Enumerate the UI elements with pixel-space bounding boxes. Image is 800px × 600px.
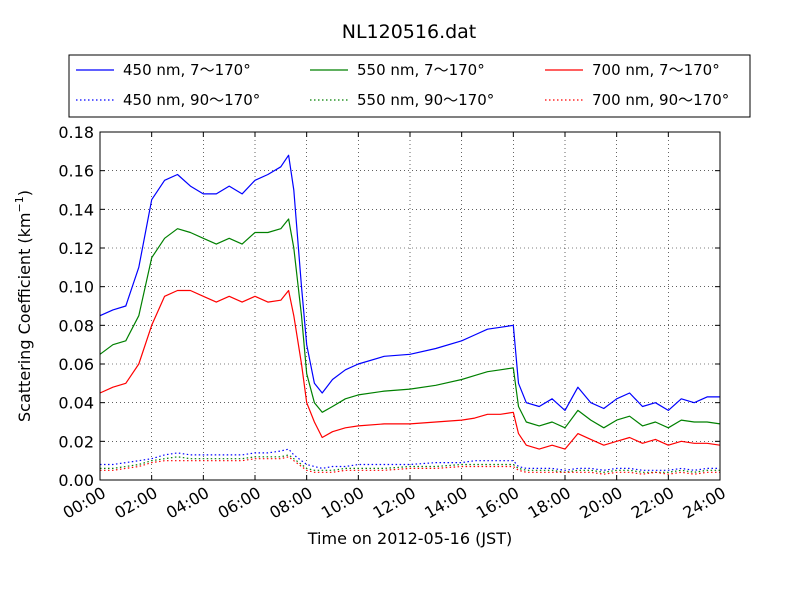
y-axis-label-main: Scattering Coefficient (km — [15, 212, 34, 422]
y-tick-label: 0.10 — [58, 278, 94, 297]
series-line-2 — [99, 289, 721, 450]
x-tick-label: 02:00 — [111, 483, 160, 523]
x-tick-label: 18:00 — [525, 483, 574, 523]
y-tick-label: 0.00 — [58, 471, 94, 490]
y-tick-label: 0.08 — [58, 316, 94, 335]
chart-title: NL120516.dat — [342, 21, 477, 43]
x-tick-label: 16:00 — [473, 483, 522, 523]
y-tick-label: 0.14 — [58, 200, 94, 219]
y-axis-label-close: ) — [15, 190, 34, 196]
legend-label-1: 550 nm, 7～170° — [357, 61, 485, 79]
legend-label-5: 700 nm, 90～170° — [592, 91, 729, 109]
series-line-0 — [99, 154, 720, 411]
x-tick-label: 04:00 — [163, 483, 212, 523]
legend-box — [68, 54, 751, 118]
legend-label-0: 450 nm, 7～170° — [123, 61, 251, 79]
y-axis-label: Scattering Coefficient (km−1) — [13, 190, 34, 422]
x-tick-label: 24:00 — [680, 483, 729, 523]
y-axis-label-sup: −1 — [13, 196, 26, 212]
x-tick-label: 22:00 — [628, 483, 677, 523]
legend-label-3: 450 nm, 90～170° — [123, 91, 260, 109]
x-axis-label: Time on 2012-05-16 (JST) — [307, 529, 512, 548]
series-line-5 — [100, 456, 720, 475]
x-tick-label: 20:00 — [576, 483, 625, 523]
legend-label-2: 700 nm, 7～170° — [592, 61, 720, 79]
x-tick-label: 10:00 — [318, 483, 367, 523]
series-line-3 — [100, 448, 720, 471]
series-line-4 — [100, 454, 720, 473]
legend: 450 nm, 7～170° 550 nm, 7～170° 700 nm, 7～17… — [68, 54, 751, 118]
y-tick-label: 0.12 — [58, 239, 94, 258]
x-tick-label: 06:00 — [215, 483, 264, 523]
series-layer — [99, 154, 721, 475]
series-line-1 — [99, 218, 721, 429]
x-tick-label: 14:00 — [421, 483, 470, 523]
y-tick-label: 0.06 — [58, 355, 94, 374]
y-tick-label: 0.16 — [58, 162, 94, 181]
x-tick-label: 08:00 — [266, 483, 315, 523]
y-tick-label: 0.02 — [58, 432, 94, 451]
legend-label-4: 550 nm, 90～170° — [357, 91, 494, 109]
grid — [99, 131, 721, 481]
y-tick-label: 0.04 — [58, 394, 94, 413]
x-tick-label: 12:00 — [370, 483, 419, 523]
y-tick-label: 0.18 — [58, 123, 94, 142]
ticks: 00:00 02:00 04:00 06:00 08:00 10:00 12:00 14:00… — [58, 123, 729, 523]
